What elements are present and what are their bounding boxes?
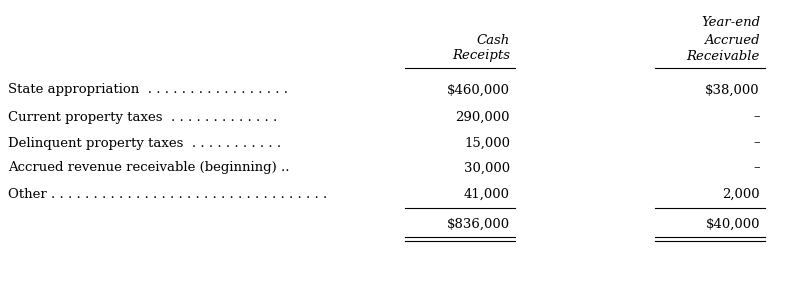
Text: 30,000: 30,000 xyxy=(464,162,510,175)
Text: Other . . . . . . . . . . . . . . . . . . . . . . . . . . . . . . . . .: Other . . . . . . . . . . . . . . . . . … xyxy=(8,187,328,201)
Text: Accrued: Accrued xyxy=(705,33,760,46)
Text: Receipts: Receipts xyxy=(452,49,510,62)
Text: Cash: Cash xyxy=(477,33,510,46)
Text: –: – xyxy=(753,137,760,149)
Text: $460,000: $460,000 xyxy=(447,83,510,96)
Text: 2,000: 2,000 xyxy=(723,187,760,201)
Text: Year-end: Year-end xyxy=(701,15,760,28)
Text: Current property taxes  . . . . . . . . . . . . .: Current property taxes . . . . . . . . .… xyxy=(8,110,277,124)
Text: –: – xyxy=(753,110,760,124)
Text: Delinquent property taxes  . . . . . . . . . . .: Delinquent property taxes . . . . . . . … xyxy=(8,137,281,149)
Text: 41,000: 41,000 xyxy=(464,187,510,201)
Text: 15,000: 15,000 xyxy=(464,137,510,149)
Text: State appropriation  . . . . . . . . . . . . . . . . .: State appropriation . . . . . . . . . . … xyxy=(8,83,288,96)
Text: $40,000: $40,000 xyxy=(706,217,760,230)
Text: Receivable: Receivable xyxy=(687,49,760,62)
Text: $836,000: $836,000 xyxy=(447,217,510,230)
Text: Accrued revenue receivable (beginning) ..: Accrued revenue receivable (beginning) .… xyxy=(8,162,290,175)
Text: –: – xyxy=(753,162,760,175)
Text: $38,000: $38,000 xyxy=(706,83,760,96)
Text: 290,000: 290,000 xyxy=(456,110,510,124)
